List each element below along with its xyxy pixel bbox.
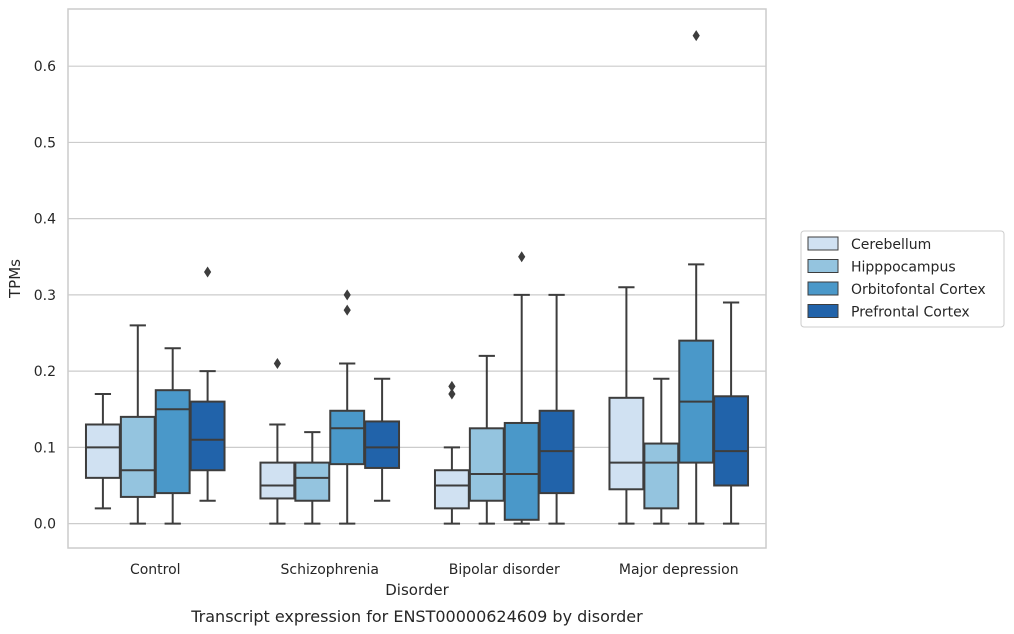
iqr-box	[154, 389, 191, 495]
box-orbitofontal-cortex	[154, 347, 191, 525]
box-orbitofontal-cortex	[329, 289, 366, 525]
outlier-point	[518, 251, 526, 263]
y-tick-label: 0.5	[34, 135, 56, 151]
y-tick-label: 0.4	[34, 212, 56, 228]
legend-label: Cerebellum	[851, 237, 931, 253]
x-tick-label: Control	[130, 562, 181, 578]
box-hipppocampus	[643, 377, 680, 525]
iqr-box	[329, 409, 366, 466]
iqr-box	[364, 420, 401, 469]
figure-caption: Transcript expression for ENST0000062460…	[190, 607, 643, 626]
box-orbitofontal-cortex	[503, 251, 540, 525]
box-hipppocampus	[294, 431, 331, 525]
plot-frame	[67, 8, 767, 549]
box-prefrontal-cortex	[364, 377, 401, 502]
legend-swatch	[807, 236, 839, 251]
y-tick-label: 0.0	[34, 517, 56, 533]
iqr-box	[468, 427, 505, 502]
box-cerebellum	[84, 393, 121, 510]
outlier-point	[692, 30, 700, 42]
box-hipppocampus	[468, 354, 505, 525]
box-hipppocampus	[119, 324, 156, 525]
legend-label: Hipppocampus	[851, 260, 956, 276]
y-tick-label: 0.1	[34, 440, 56, 456]
legend: Cerebellum Hipppocampus Orbitofontal Corte…	[800, 230, 1005, 328]
box-cerebellum	[608, 286, 645, 525]
plot-area	[84, 30, 750, 525]
outlier-point	[448, 388, 456, 400]
outlier-point	[273, 358, 281, 370]
y-axis-label: TPMs	[6, 259, 24, 299]
iqr-box	[713, 395, 750, 487]
y-tick-label: 0.2	[34, 364, 56, 380]
legend-label: Prefrontal Cortex	[851, 305, 970, 321]
box-cerebellum	[259, 358, 296, 525]
box-prefrontal-cortex	[713, 301, 750, 525]
x-tick-labels: Control Schizophrenia Bipolar disorder Majo…	[130, 562, 739, 578]
legend-label: Orbitofontal Cortex	[851, 282, 986, 298]
x-tick-label: Bipolar disorder	[449, 562, 560, 578]
legend-swatch	[807, 259, 839, 273]
outlier-point	[343, 289, 351, 301]
x-tick-label: Schizophrenia	[281, 562, 379, 578]
outlier-point	[343, 304, 351, 316]
iqr-box	[294, 461, 331, 502]
iqr-box	[433, 469, 470, 510]
x-tick-label: Major depression	[619, 562, 739, 578]
iqr-box	[84, 423, 121, 479]
outlier-point	[204, 266, 212, 278]
legend-swatch	[807, 304, 839, 318]
y-tick-label: 0.3	[34, 288, 56, 304]
box-prefrontal-cortex	[538, 293, 575, 525]
legend-frame	[800, 230, 1005, 328]
box-prefrontal-cortex	[189, 266, 226, 502]
y-tick-label: 0.6	[34, 59, 56, 75]
legend-swatch	[807, 281, 839, 296]
iqr-box	[503, 421, 540, 521]
y-tick-labels: 0.0 0.1 0.2 0.3 0.4 0.5 0.6	[34, 59, 56, 532]
iqr-box	[259, 461, 296, 500]
box-orbitofontal-cortex	[678, 30, 715, 525]
iqr-box	[608, 396, 645, 491]
x-axis-label: Disorder	[385, 581, 449, 599]
iqr-box	[189, 400, 226, 472]
iqr-box	[643, 442, 680, 510]
outlier-point	[448, 380, 456, 392]
box-cerebellum	[433, 380, 470, 525]
iqr-box	[119, 415, 156, 498]
